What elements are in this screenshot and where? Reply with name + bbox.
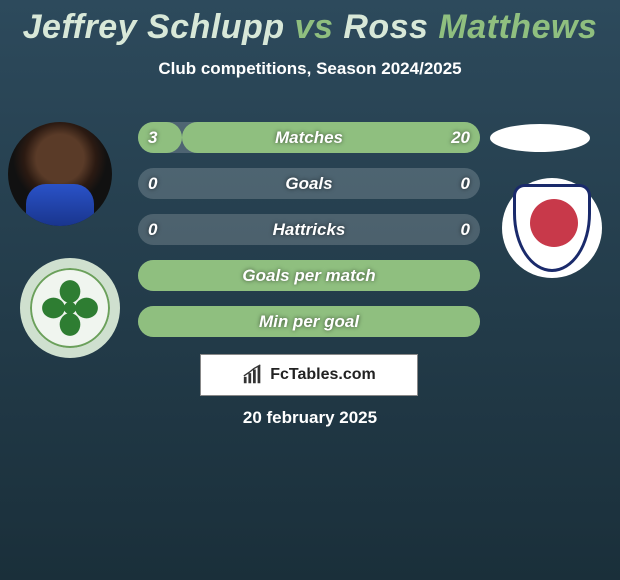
stat-row-matches: 320Matches: [138, 122, 480, 153]
player2-avatar: [490, 124, 590, 152]
date-text: 20 february 2025: [0, 408, 620, 428]
shield-icon: [513, 184, 591, 272]
player1-avatar: [8, 122, 112, 226]
club2-logo: [502, 178, 602, 278]
watermark-text: FcTables.com: [270, 366, 376, 384]
stat-row-goals-per-match: Goals per match: [138, 260, 480, 291]
club1-logo: [20, 258, 120, 358]
player2-surname: Matthews: [438, 8, 597, 46]
player2-firstname: Ross: [343, 8, 428, 46]
stat-row-goals: 00Goals: [138, 168, 480, 199]
stat-label: Min per goal: [138, 306, 480, 337]
barchart-icon: [242, 364, 264, 386]
stat-row-hattricks: 00Hattricks: [138, 214, 480, 245]
stat-label: Matches: [138, 122, 480, 153]
stat-label: Hattricks: [138, 214, 480, 245]
subtitle: Club competitions, Season 2024/2025: [0, 59, 620, 79]
stats-container: 320Matches 00Goals 00Hattricks Goals per ma…: [138, 122, 480, 337]
stat-row-min-per-goal: Min per goal: [138, 306, 480, 337]
vs-text: vs: [295, 8, 334, 46]
comparison-title: Jeffrey Schlupp vs Ross Matthews: [0, 0, 620, 47]
four-leaf-clover-icon: [39, 277, 101, 339]
stat-label: Goals per match: [138, 260, 480, 291]
player1-name: Jeffrey Schlupp: [23, 8, 285, 46]
watermark: FcTables.com: [200, 354, 418, 396]
stat-label: Goals: [138, 168, 480, 199]
